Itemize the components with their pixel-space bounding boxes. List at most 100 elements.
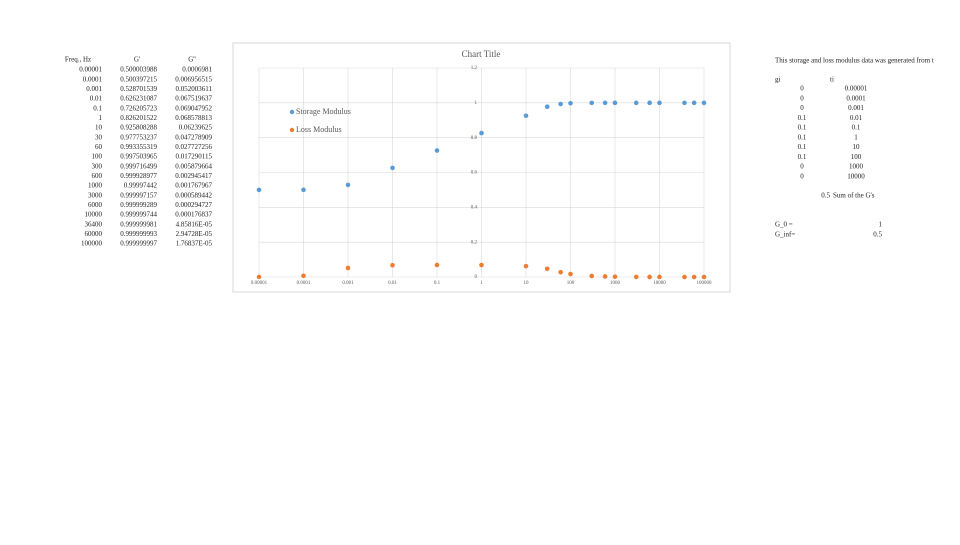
cell: 6000	[88, 201, 103, 209]
point	[301, 187, 306, 193]
cell: 0.0006981	[182, 66, 212, 74]
cell: 0.068578813	[175, 114, 212, 122]
cell: 0	[800, 163, 804, 171]
cell: 0.826201522	[120, 114, 157, 122]
y-tick-label: 1.2	[471, 66, 478, 71]
cell: 0.925808288	[120, 124, 157, 132]
cell: 0.997503965	[120, 153, 157, 161]
cell: 0.999716499	[120, 162, 157, 170]
cell: 10	[95, 124, 103, 132]
x-tick-label: 0.00001	[251, 281, 268, 286]
y-tick-label: 0.6	[471, 171, 478, 176]
point	[345, 265, 351, 271]
legend-marker	[289, 109, 295, 115]
cell: 0	[800, 172, 804, 180]
point	[544, 104, 550, 110]
cell: 0.01	[90, 95, 103, 103]
y-tick-label: 0.8	[471, 136, 478, 141]
cell: 0.726205723	[120, 104, 157, 112]
cell: 0.000176837	[175, 211, 212, 219]
point	[345, 182, 351, 188]
point	[558, 269, 563, 275]
point	[602, 100, 608, 106]
cell: 0.000589442	[175, 191, 212, 199]
column-header: gi	[775, 76, 781, 84]
sum-value: 0.5	[821, 192, 830, 200]
cell: 0.626231087	[120, 95, 157, 103]
point	[701, 100, 707, 106]
point	[390, 165, 395, 171]
cell: 0.1	[852, 124, 861, 132]
cell: 0.977753237	[120, 133, 157, 141]
param-label: G_0 =	[775, 221, 793, 229]
cell: 0.1	[798, 124, 807, 132]
cell: 0.1	[798, 114, 807, 122]
cell: 1000	[849, 163, 864, 171]
point	[390, 262, 395, 268]
point	[657, 274, 662, 280]
note: This storage and loss modulus data was g…	[775, 57, 934, 65]
cell: 2.94728E-05	[176, 230, 213, 238]
param-value: 1	[879, 221, 883, 229]
x-tick-label: 0.0001	[297, 281, 311, 286]
point	[602, 274, 608, 279]
cell: 0.500003988	[120, 66, 157, 74]
point	[612, 274, 618, 279]
cell: 600	[92, 172, 103, 180]
cell: 100	[92, 153, 103, 161]
cell: 0.06239625	[179, 124, 213, 132]
point	[633, 274, 639, 280]
y-tick-label: 0.4	[471, 205, 478, 210]
x-tick-label: 10000	[653, 281, 666, 286]
point	[568, 100, 573, 106]
point	[647, 100, 652, 106]
cell: 0.0001	[846, 94, 866, 102]
x-tick-label: 1	[480, 281, 483, 286]
legend-label: Loss Modulus	[296, 125, 342, 134]
x-tick-label: 0.001	[342, 281, 354, 286]
cell: 0.067519637	[175, 95, 212, 103]
cell: 300	[92, 162, 103, 170]
point	[691, 274, 697, 280]
x-tick-label: 0.1	[434, 281, 441, 286]
cell: 0	[800, 85, 804, 93]
cell: 3000	[88, 191, 103, 199]
column-header: G''	[188, 56, 196, 64]
cell: 100	[851, 153, 862, 161]
cell: 30	[95, 133, 103, 141]
cell: 0.1	[798, 143, 807, 151]
cell: 0.01	[850, 114, 863, 122]
cell: 1.76837E-05	[176, 240, 213, 248]
point	[647, 274, 652, 280]
cell: 0.069047952	[175, 104, 212, 112]
cell: 0.005879664	[175, 162, 212, 170]
y-tick-label: 0.2	[471, 240, 478, 245]
chart-title: Chart Title	[462, 49, 501, 59]
point	[568, 271, 573, 277]
column-header: ti	[830, 76, 834, 84]
cell: 10000	[85, 211, 103, 219]
cell: 10000	[847, 172, 865, 180]
point	[256, 187, 262, 193]
point	[657, 100, 662, 106]
cell: 36400	[85, 220, 103, 228]
cell: 100000	[81, 240, 103, 248]
cell: 10	[853, 143, 861, 151]
cell: 0.052003611	[176, 85, 213, 93]
cell: 0.999999993	[120, 230, 157, 238]
cell: 60000	[85, 230, 103, 238]
point	[479, 262, 484, 268]
x-tick-label: 0.01	[388, 281, 397, 286]
sum-label: Sum of the G's	[833, 192, 875, 200]
point	[256, 274, 262, 280]
point	[479, 130, 484, 136]
x-tick-label: 1000	[610, 281, 621, 286]
cell: 60	[95, 143, 103, 151]
point	[434, 262, 440, 268]
cell: 0.999997157	[120, 191, 157, 199]
cell: 0.500397215	[120, 75, 157, 83]
cell: 0.000294727	[175, 201, 212, 209]
point	[544, 266, 550, 272]
